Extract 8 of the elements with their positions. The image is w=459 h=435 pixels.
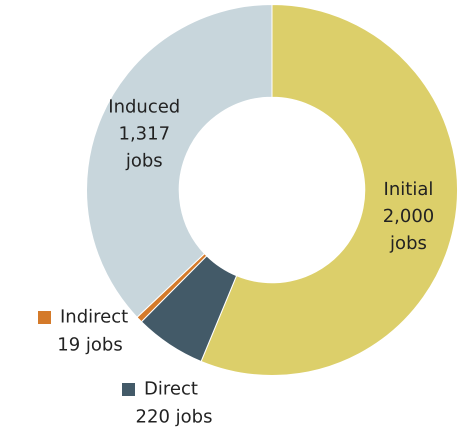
legend-label: Direct: [144, 378, 198, 400]
slice-label: Induced: [108, 96, 180, 118]
legend-label: Indirect: [60, 306, 128, 328]
slice-label: Initial: [384, 178, 434, 200]
data-label: 19 jobs: [57, 334, 123, 356]
data-label: 2,000 jobs: [382, 206, 434, 254]
data-label: 1,317 jobs: [118, 124, 170, 172]
data-label: 220 jobs: [136, 406, 212, 428]
